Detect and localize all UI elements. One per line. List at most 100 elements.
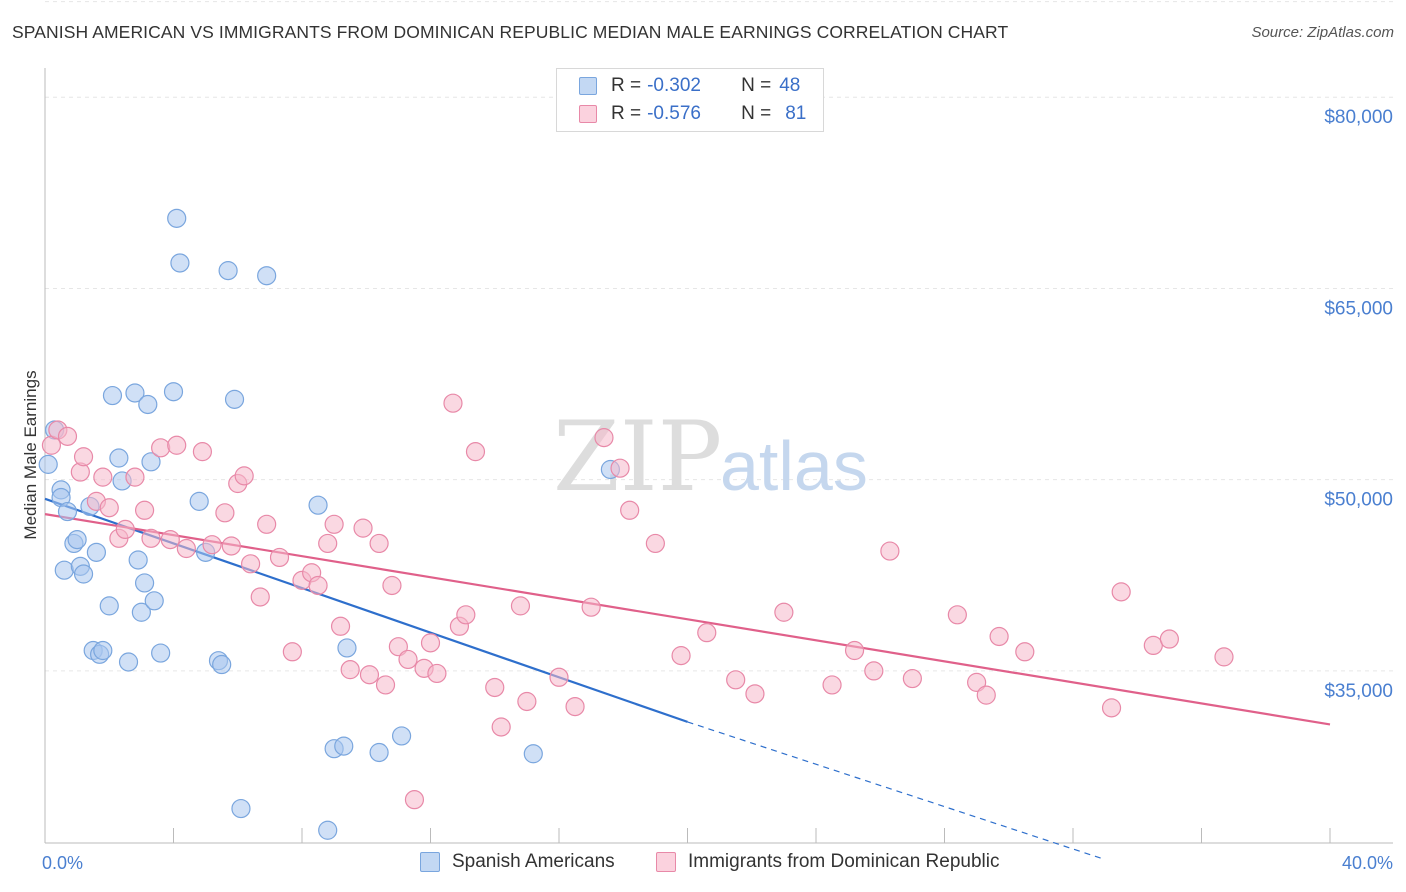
point-dominican-immigrant: [517, 691, 537, 712]
point-spanish-american: [67, 529, 87, 550]
point-spanish-american: [391, 726, 412, 746]
point-spanish-american: [337, 638, 357, 658]
y-tick-label: $80,000: [1324, 107, 1393, 128]
point-dominican-immigrant: [167, 435, 187, 455]
point-dominican-immigrant: [125, 467, 145, 487]
x-tick-marks: [44, 828, 1331, 843]
point-spanish-american: [163, 382, 184, 402]
data-points: [38, 208, 1234, 840]
y-tick-labels: $35,000 $50,000 $65,000 $80,000: [1324, 107, 1393, 702]
point-dominican-immigrant: [822, 675, 842, 695]
point-dominican-immigrant: [565, 696, 585, 717]
point-dominican-immigrant: [257, 514, 277, 534]
point-spanish-american: [138, 394, 158, 415]
point-dominican-immigrant: [141, 528, 161, 548]
point-spanish-american: [134, 573, 155, 593]
point-dominican-immigrant: [221, 536, 241, 556]
point-dominican-immigrant: [57, 426, 78, 446]
point-dominican-immigrant: [359, 665, 380, 685]
grid-lines: [45, 1, 1393, 672]
point-spanish-american: [369, 742, 389, 763]
point-dominican-immigrant: [353, 518, 373, 538]
point-dominican-immigrant: [388, 637, 408, 657]
point-dominican-immigrant: [192, 442, 213, 462]
point-dominican-immigrant: [844, 640, 865, 661]
point-spanish-american: [257, 266, 277, 286]
point-dominican-immigrant: [1015, 642, 1035, 662]
point-dominican-immigrant: [202, 535, 222, 555]
point-dominican-immigrant: [967, 672, 987, 692]
point-dominican-immigrant: [443, 393, 463, 413]
point-spanish-american: [125, 383, 145, 403]
legend-n-value: 81: [785, 103, 807, 124]
y-tick-label: $35,000: [1324, 681, 1393, 702]
point-dominican-immigrant: [369, 533, 389, 554]
point-spanish-american: [128, 550, 148, 570]
point-dominican-immigrant: [880, 541, 900, 561]
point-spanish-american: [73, 564, 94, 584]
y-axis-label: Median Male Earnings: [21, 370, 40, 539]
point-dominican-immigrant: [610, 458, 630, 478]
point-dominican-immigrant: [250, 587, 270, 607]
point-dominican-immigrant: [745, 684, 765, 704]
point-dominican-immigrant: [976, 685, 996, 705]
legend-r-label: R =: [611, 103, 642, 124]
legend-row-dominican: R = -0.576 N = 81: [579, 101, 806, 127]
legend-swatch-blue: [579, 77, 597, 95]
legend-r-value: -0.302: [647, 75, 701, 96]
watermark: ZIP atlas: [553, 401, 868, 513]
point-dominican-immigrant: [73, 447, 94, 467]
point-spanish-american: [224, 389, 245, 409]
point-dominican-immigrant: [151, 438, 171, 458]
point-dominican-immigrant: [947, 605, 967, 625]
point-dominican-immigrant: [318, 533, 338, 554]
point-dominican-immigrant: [549, 667, 569, 687]
point-spanish-american: [141, 452, 161, 472]
point-dominican-immigrant: [134, 500, 155, 520]
point-dominican-immigrant: [510, 596, 531, 616]
point-dominican-immigrant: [726, 670, 746, 690]
point-spanish-american: [54, 560, 74, 580]
series-swatch-blue: [420, 852, 440, 872]
point-dominican-immigrant: [697, 623, 717, 643]
point-dominican-immigrant: [774, 602, 794, 622]
series-legend-spanish-americans: Spanish Americans: [420, 851, 615, 873]
point-dominican-immigrant: [308, 575, 328, 596]
point-spanish-american: [86, 542, 107, 562]
point-spanish-american: [151, 643, 171, 663]
point-dominican-immigrant: [465, 442, 486, 462]
point-dominican-immigrant: [902, 668, 922, 689]
point-dominican-immigrant: [115, 519, 135, 540]
point-dominican-immigrant: [269, 547, 290, 568]
point-spanish-american: [231, 798, 251, 819]
point-dominican-immigrant: [324, 514, 344, 534]
point-dominican-immigrant: [671, 646, 691, 666]
point-spanish-american: [218, 261, 238, 281]
point-spanish-american: [144, 591, 164, 611]
chart-title: SPANISH AMERICAN VS IMMIGRANTS FROM DOMI…: [12, 22, 1009, 42]
point-spanish-american: [523, 744, 543, 764]
point-spanish-american: [109, 448, 129, 468]
point-spanish-american: [102, 385, 123, 406]
series-legend-dominican: Immigrants from Dominican Republic: [656, 851, 1000, 873]
series-swatch-pink: [656, 852, 676, 872]
watermark-atlas: atlas: [720, 427, 868, 505]
point-spanish-american: [167, 208, 187, 228]
point-spanish-american: [212, 654, 232, 675]
series-legend-label: Immigrants from Dominican Republic: [688, 851, 1000, 872]
legend-r-value: -0.576: [647, 103, 701, 124]
point-dominican-immigrant: [234, 466, 254, 486]
point-dominican-immigrant: [456, 605, 476, 625]
point-dominican-immigrant: [241, 554, 261, 574]
point-dominican-immigrant: [160, 529, 180, 550]
point-dominican-immigrant: [420, 633, 441, 653]
legend-n-label: N =: [741, 75, 772, 96]
point-dominican-immigrant: [375, 675, 396, 695]
point-dominican-immigrant: [99, 498, 119, 518]
point-dominican-immigrant: [1159, 629, 1179, 649]
legend-n-label: N =: [741, 103, 772, 124]
series-legend-label: Spanish Americans: [452, 851, 615, 872]
legend-r-label: R =: [611, 75, 642, 96]
point-spanish-american: [334, 736, 354, 756]
point-spanish-american: [57, 501, 78, 522]
